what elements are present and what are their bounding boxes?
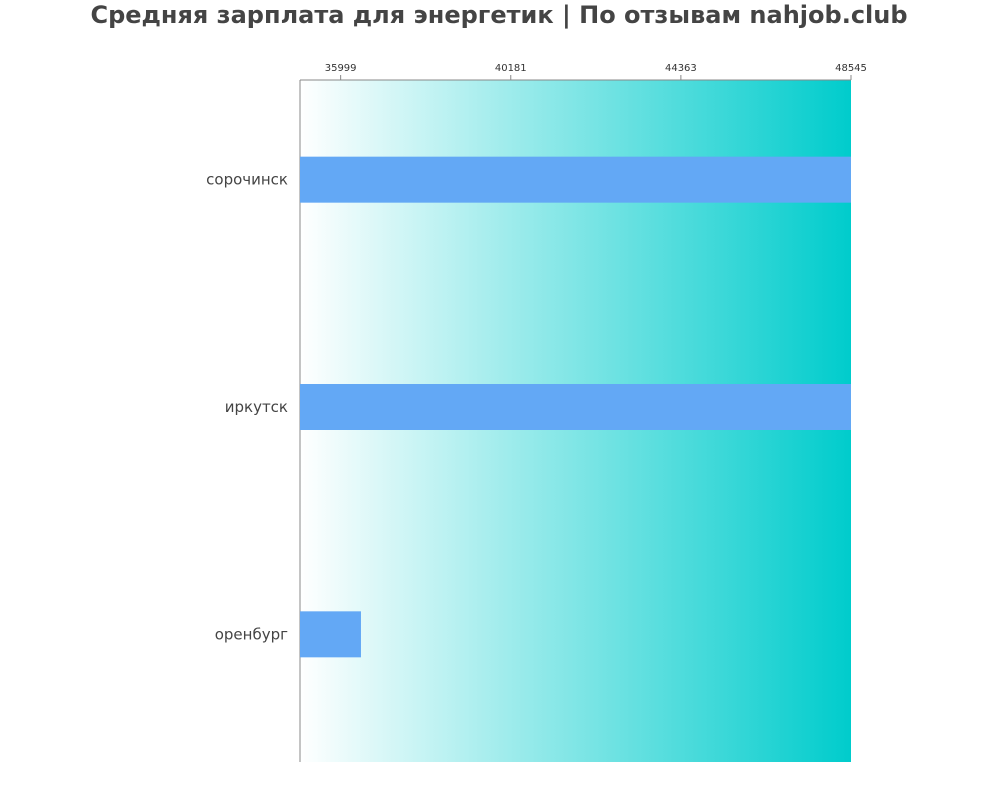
- bar-0: [300, 156, 851, 203]
- bar-2: [300, 611, 361, 658]
- category-labels: сорочинск иркутск оренбург: [206, 171, 288, 644]
- x-axis-ticks: 35999 40181 44363 48545: [325, 63, 867, 80]
- bar-1: [300, 384, 851, 430]
- x-tick-label-1: 40181: [495, 63, 527, 74]
- chart-title: Средняя зарплата для энергетик | По отзы…: [90, 1, 907, 29]
- x-tick-label-0: 35999: [325, 63, 357, 74]
- bars: [300, 156, 851, 658]
- category-label-2: оренбург: [215, 625, 288, 643]
- x-tick-label-3: 48545: [835, 63, 867, 74]
- category-label-1: иркутск: [225, 398, 288, 416]
- x-tick-label-2: 44363: [665, 63, 697, 74]
- category-label-0: сорочинск: [206, 171, 288, 189]
